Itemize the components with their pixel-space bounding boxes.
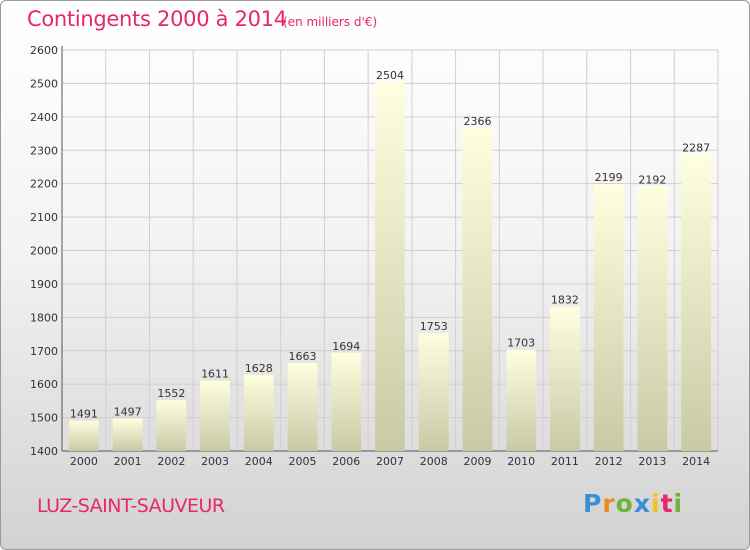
y-tick-label: 1600 <box>30 378 58 391</box>
data-label: 1497 <box>114 406 142 419</box>
y-tick-label: 2300 <box>30 144 58 157</box>
chart-subtitle: (en milliers d'€) <box>283 15 378 29</box>
x-tick-label: 2009 <box>463 455 491 468</box>
bar <box>681 154 712 451</box>
logo-letter: i <box>651 489 661 518</box>
logo-letter: o <box>615 489 634 518</box>
bar <box>156 400 187 451</box>
x-tick-label: 2011 <box>551 455 579 468</box>
data-label: 1552 <box>157 387 185 400</box>
x-tick-label: 2000 <box>70 455 98 468</box>
bars: 1491 1497 1552 1611 1628 1663 1694 2504 1753 2366… <box>68 69 712 451</box>
bar <box>112 418 143 451</box>
y-tick-label: 1700 <box>30 345 58 358</box>
bar <box>287 363 318 451</box>
y-tick-label: 1800 <box>30 311 58 324</box>
data-label: 1663 <box>289 350 317 363</box>
x-tick-label: 2003 <box>201 455 229 468</box>
data-label: 1832 <box>551 294 579 307</box>
x-tick-label: 2005 <box>289 455 317 468</box>
logo-letter: t <box>660 489 674 518</box>
data-label: 2366 <box>463 115 491 128</box>
x-tick-label: 2004 <box>245 455 273 468</box>
bar <box>593 184 624 451</box>
data-label: 2287 <box>682 142 710 155</box>
y-tick-label: 2200 <box>30 178 58 191</box>
logo-letter: i <box>673 489 684 518</box>
y-tick-label: 2600 <box>30 44 58 57</box>
bar <box>506 349 537 451</box>
y-tick-label: 2000 <box>30 245 58 258</box>
data-label: 2504 <box>376 69 404 82</box>
chart-title: Contingents 2000 à 2014 <box>27 7 287 31</box>
data-label: 1703 <box>507 337 535 350</box>
logo-letter: x <box>633 489 651 518</box>
proxiti-logo: Proxiti <box>583 489 683 518</box>
logo-letter: P <box>583 489 603 518</box>
bar <box>418 333 449 451</box>
y-tick-label: 2400 <box>30 111 58 124</box>
x-tick-label: 2008 <box>420 455 448 468</box>
x-tick-label: 2012 <box>595 455 623 468</box>
data-label: 1628 <box>245 362 273 375</box>
x-tick-label: 2001 <box>114 455 142 468</box>
y-tick-label: 1400 <box>30 445 58 458</box>
x-tick-label: 2013 <box>638 455 666 468</box>
bar <box>68 420 99 451</box>
bar <box>550 306 580 451</box>
data-label: 2199 <box>595 171 623 184</box>
bar <box>243 374 274 451</box>
x-tick-label: 2007 <box>376 455 404 468</box>
bar <box>637 186 668 451</box>
x-tick-label: 2014 <box>682 455 710 468</box>
bar <box>375 82 405 451</box>
data-label: 1611 <box>201 367 229 380</box>
commune-name: LUZ-SAINT-SAUVEUR <box>37 495 225 517</box>
bar <box>331 352 362 451</box>
data-label: 1753 <box>420 320 448 333</box>
data-label: 1491 <box>70 408 98 421</box>
x-tick-label: 2006 <box>332 455 360 468</box>
data-label: 1694 <box>332 340 360 353</box>
y-tick-label: 2100 <box>30 211 58 224</box>
y-tick-label: 1900 <box>30 278 58 291</box>
logo-letter: r <box>602 489 616 518</box>
x-tick-label: 2010 <box>507 455 535 468</box>
y-tick-label: 2500 <box>30 77 58 90</box>
x-tick-label: 2002 <box>157 455 185 468</box>
bar <box>462 128 493 451</box>
data-label: 2192 <box>638 173 666 186</box>
bar <box>200 380 230 451</box>
y-tick-label: 1500 <box>30 412 58 425</box>
